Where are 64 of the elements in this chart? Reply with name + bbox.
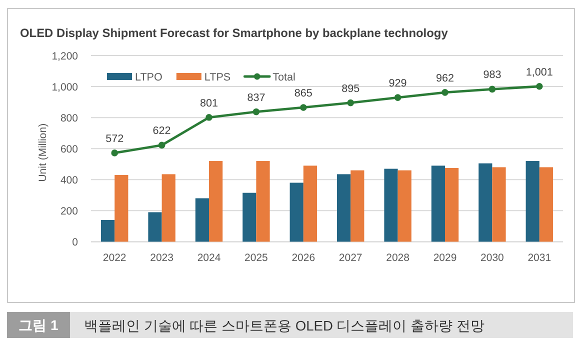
bar [384,168,398,242]
bar [492,167,506,242]
bar [526,161,540,242]
chart-title: OLED Display Shipment Forecast for Smartphone by backplane technology [20,26,448,40]
point [206,114,212,121]
y-tick-label: 400 [60,174,78,186]
point [488,86,496,93]
point [158,142,166,149]
bar [101,220,115,242]
data-label: 801 [200,97,218,110]
bar [350,170,364,242]
data-label: 895 [342,82,360,95]
x-tick-label: 2030 [480,252,504,264]
data-label: 962 [436,72,454,84]
data-label: 929 [388,78,407,90]
data-label: 865 [294,87,312,100]
legend-label: LTPO [135,72,162,84]
x-tick-label: 2023 [150,252,174,264]
legend-label: LTPS [204,72,231,84]
bar [209,161,223,242]
y-tick-label: 1,000 [52,81,78,94]
point [536,82,543,90]
data-label: 1,001 [526,66,553,78]
data-label: 622 [152,125,171,138]
point [252,108,260,116]
x-tick-label: 2025 [244,252,268,264]
bar [478,163,492,242]
point [300,104,307,111]
bar [539,167,553,242]
x-tick-label: 2031 [528,252,552,264]
bar [445,168,459,242]
bar [303,166,317,242]
text: 백플레인 기술에 따른 스마트폰용 OLED 디스플레이 출하량 전망 [84,318,484,334]
bar [195,198,209,242]
y-tick-label: 200 [60,205,78,218]
y-tick-label: 800 [60,112,78,124]
y-tick-label: 0 [72,236,78,248]
data-label: 572 [106,132,124,145]
x-tick-label: 2022 [102,252,126,264]
bar [114,174,128,242]
caption: 그림 1 [18,317,59,333]
x-tick-label: 2026 [292,252,316,264]
point [111,150,118,156]
x-tick-label: 2024 [197,252,221,264]
bar [256,161,270,242]
bar [337,174,351,242]
data-label: 837 [247,92,266,104]
bar [431,166,445,242]
bar [162,174,176,242]
y-tick-label: 600 [60,143,78,156]
x-tick-label: 2028 [386,252,410,264]
data-label: 983 [483,69,502,82]
point [347,99,354,106]
bar [242,192,256,242]
bar [398,170,412,242]
y-axis-title: Unit (Million) [37,123,49,182]
x-tick-label: 2029 [433,252,457,264]
y-tick-label: 1,200 [52,50,78,62]
bar [148,212,162,242]
legend-label: Total [272,72,296,84]
x-tick-label: 2027 [338,252,362,264]
bar [290,182,304,242]
point [394,94,402,101]
point [442,89,448,96]
